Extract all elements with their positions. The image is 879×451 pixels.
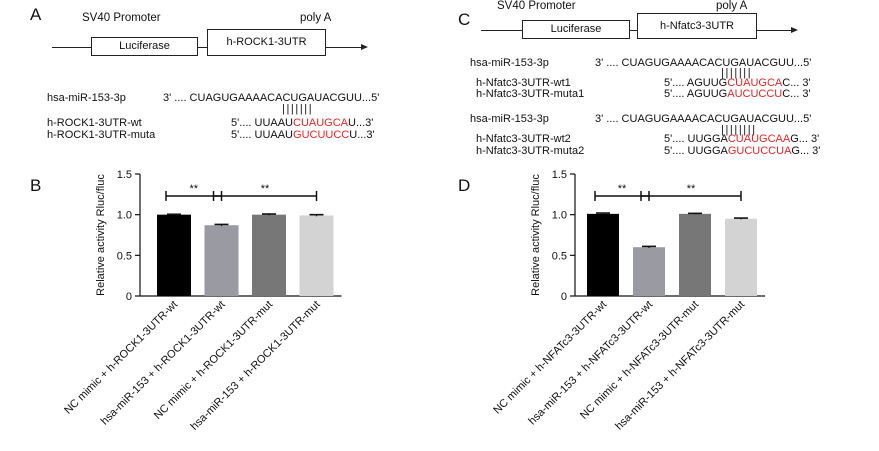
- wt1-label-c: h-Nfatc3-3UTR-wt1: [476, 77, 571, 89]
- construct-arrow-a: [361, 44, 368, 50]
- construct-arrow-c: [791, 27, 798, 33]
- panel-letter-a: A: [30, 5, 42, 24]
- y-tick-label: 1.5: [117, 169, 132, 181]
- bar: [725, 218, 757, 296]
- panel-letter-b: B: [30, 176, 42, 195]
- construct-line-c: [481, 30, 792, 31]
- pairing-ticks-c1: |||||||: [721, 67, 753, 79]
- polya-label-a: poly A: [300, 12, 332, 24]
- y-tick-label: 0: [126, 291, 132, 303]
- significance-label: **: [261, 183, 270, 195]
- y-tick-label: 0.5: [117, 250, 132, 262]
- mir2-label-c: hsa-miR-153-3p: [470, 113, 549, 125]
- bar: [204, 225, 239, 296]
- mir1-label-c: hsa-miR-153-3p: [470, 57, 549, 69]
- panel-letter-d: D: [458, 176, 471, 195]
- mir-seq-a: 3' .... CUAGUGAAAACACUGAUACGUU...5': [163, 92, 380, 104]
- y-tick-label: 0: [561, 291, 567, 303]
- bar: [587, 213, 619, 296]
- panel-letter-c: C: [458, 10, 471, 29]
- y-axis-label: Relative activity Rluc/fluc: [95, 174, 107, 296]
- promoter-label-c: SV40 Promoter: [497, 0, 576, 12]
- mir2-seq-c: 3' .... CUAGUGAAAACACUGAUACGUU...5': [595, 113, 812, 125]
- bar: [299, 215, 334, 296]
- y-tick-label: 0.5: [552, 250, 567, 262]
- utr-box-a: h-ROCK1-3UTR: [207, 29, 326, 56]
- wt2-seq-c: 5'.... UUGGACUAUGCAAG... 3': [664, 133, 820, 145]
- y-tick-label: 1.0: [552, 210, 567, 222]
- y-tick-label: 1.5: [552, 169, 567, 181]
- pairing-ticks-c2: ||||||||: [721, 124, 757, 136]
- mut1-seq-c: 5'.... AGUUGAUCUCCUC... 3': [664, 88, 811, 100]
- pairing-ticks-a: |||||||: [282, 103, 314, 115]
- mut1-label-c: h-Nfatc3-3UTR-muta1: [476, 88, 585, 100]
- mut2-label-c: h-Nfatc3-3UTR-muta2: [476, 145, 585, 157]
- polya-label-c: poly A: [716, 0, 748, 12]
- wt-label-a: h-ROCK1-3UTR-wt: [47, 117, 142, 129]
- bar: [633, 247, 665, 296]
- bar: [252, 214, 286, 296]
- wt1-seq-c: 5'.... AGUUGCUAUGCAC... 3': [664, 77, 811, 89]
- y-tick-label: 1.0: [117, 210, 132, 222]
- bar: [679, 213, 711, 296]
- utr-box-c: h-Nfatc3-3UTR: [637, 13, 757, 39]
- significance-label: **: [189, 183, 198, 195]
- y-axis-label: Relative activity Rluc/fluc: [530, 174, 542, 296]
- mir-label-a: hsa-miR-153-3p: [47, 92, 126, 104]
- bar: [157, 214, 191, 296]
- luciferase-box-c: Luciferase: [522, 20, 630, 39]
- luciferase-box-a: Luciferase: [91, 37, 198, 56]
- mut-seq-a: 5'.... UUAAUGUCUUCCU...3': [231, 129, 375, 141]
- wt-seq-a: 5'.... UUAAUCUAUGCAU...3': [231, 117, 374, 129]
- promoter-label-a: SV40 Promoter: [82, 12, 161, 24]
- significance-label: **: [618, 183, 627, 195]
- significance-label: **: [687, 183, 696, 195]
- mir1-seq-c: 3' .... CUAGUGAAAACACUGAUACGUU...5': [595, 57, 812, 69]
- mut-label-a: h-ROCK1-3UTR-muta: [47, 129, 156, 141]
- mut2-seq-c: 5'.... UUGGAGUCUCCUAG... 3': [664, 145, 821, 157]
- wt2-label-c: h-Nfatc3-3UTR-wt2: [476, 133, 571, 145]
